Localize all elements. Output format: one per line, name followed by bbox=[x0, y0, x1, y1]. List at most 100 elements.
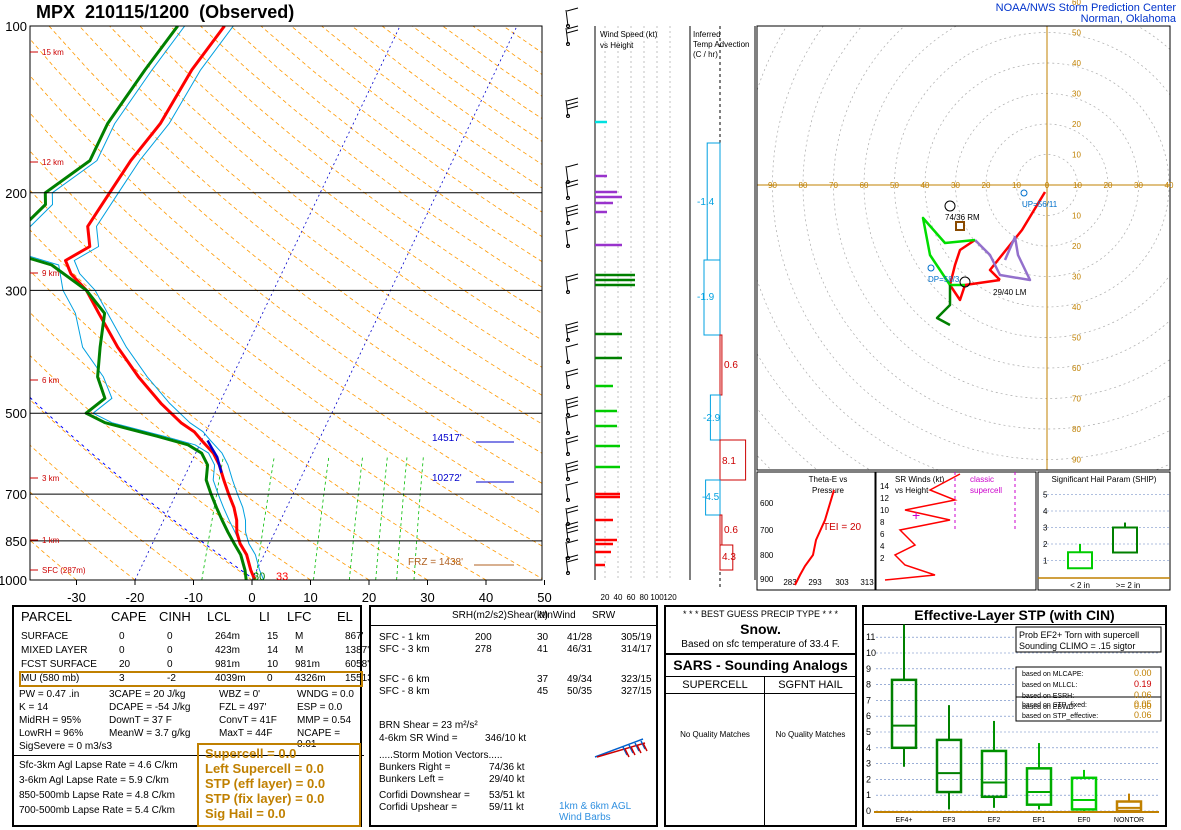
parcel-cell: 0 bbox=[119, 645, 125, 656]
wind-barb-flag bbox=[566, 212, 579, 217]
theta-subtitle: Pressure bbox=[812, 486, 845, 495]
temp-adv-value: 8.1 bbox=[722, 456, 736, 467]
pressure-label-850: 850 bbox=[5, 534, 27, 549]
ship-tick: 1 bbox=[1043, 557, 1048, 566]
dry-adiabat bbox=[30, 75, 542, 484]
wind-barb-flag bbox=[566, 325, 579, 330]
index-value: FZL = 497' bbox=[219, 702, 267, 713]
sfc-dewpoint-label: 30 bbox=[253, 571, 265, 583]
isotherm-0 bbox=[251, 26, 518, 580]
kin-value: 323/15 bbox=[621, 674, 652, 685]
wind-barb-flag bbox=[566, 329, 579, 334]
hodo-ring-label: 50 bbox=[1072, 334, 1081, 343]
temp-adv-value: -1.9 bbox=[697, 292, 715, 303]
wind-barb-flag bbox=[566, 439, 579, 444]
composite-index: STP (eff layer) = 0.0 bbox=[205, 776, 326, 791]
wind-barb-station bbox=[566, 338, 570, 342]
parcel-cell: 0 bbox=[267, 673, 273, 684]
pressure-label-100: 100 bbox=[5, 19, 27, 34]
kin-divider bbox=[371, 625, 656, 626]
stp-category: EF1 bbox=[1033, 817, 1046, 824]
temp-adv-bar bbox=[709, 394, 721, 441]
wind-barb-flag bbox=[566, 7, 579, 12]
temp-adv-bar bbox=[719, 334, 723, 396]
hodo-label: UP=56/11 bbox=[1022, 200, 1058, 209]
temp-tick-label-0: 0 bbox=[248, 590, 255, 605]
kin-barb-flag bbox=[628, 744, 634, 754]
kin-value: 41/28 bbox=[567, 632, 593, 643]
wind-barb-station bbox=[566, 114, 570, 118]
wind-barb-flag bbox=[566, 529, 579, 534]
kin-barb-flag bbox=[634, 742, 640, 752]
dry-adiabat bbox=[30, 229, 487, 580]
kin-value: 45 bbox=[537, 686, 549, 697]
srw-classic: classic bbox=[970, 475, 994, 484]
storm-motion-value: 74/36 kt bbox=[489, 762, 525, 773]
wind-barb-station bbox=[566, 221, 570, 225]
ship-tick: 4 bbox=[1043, 507, 1048, 516]
composite-index: Left Supercell = 0.0 bbox=[205, 761, 324, 776]
wind-barb-flag bbox=[566, 509, 579, 514]
wind-barb-flag bbox=[566, 208, 579, 213]
ship-frame bbox=[1037, 471, 1171, 591]
theta-p-tick: 800 bbox=[760, 551, 774, 560]
stp-ytick: 3 bbox=[866, 759, 871, 769]
wind-barb-station bbox=[566, 538, 570, 542]
stp-title: Effective-Layer STP (with CIN) bbox=[914, 607, 1115, 623]
temp-tick-label--20: -20 bbox=[126, 590, 145, 605]
parcel-header: LCL bbox=[207, 609, 231, 624]
wind-barb-flag bbox=[566, 368, 579, 373]
stp-ytick: 2 bbox=[866, 774, 871, 784]
wind-barb-flag bbox=[566, 558, 579, 563]
hodo-axis-label: 10 bbox=[1012, 181, 1021, 190]
index-value: K = 14 bbox=[19, 702, 49, 713]
wind-speed-tick-120: 120 bbox=[663, 593, 677, 602]
sr-wind-label: 4-6km SR Wind = bbox=[379, 733, 458, 744]
org-credit: NOAA/NWS Storm Prediction Center Norman,… bbox=[996, 3, 1176, 25]
hodo-axis-label: 60 bbox=[860, 181, 869, 190]
dry-adiabat bbox=[30, 38, 542, 454]
wind-barb-station bbox=[566, 42, 570, 46]
stp-based-label: based on MLCAPE: bbox=[1022, 671, 1084, 678]
stp-ytick: 9 bbox=[866, 664, 871, 674]
ship-ge2: >= 2 in bbox=[1116, 581, 1140, 590]
storm-motion-label: Corfidi Downshear = bbox=[379, 790, 470, 801]
srw-tick: 12 bbox=[880, 494, 889, 503]
ship-lt2: < 2 in bbox=[1070, 581, 1090, 590]
hodo-axis-label: 30 bbox=[951, 181, 960, 190]
theta-p-tick: 600 bbox=[760, 499, 774, 508]
mixing-ratio-line bbox=[201, 457, 224, 580]
srw-frame bbox=[875, 471, 1037, 591]
kin-value: 41 bbox=[537, 644, 549, 655]
srw-tick: 2 bbox=[880, 554, 885, 563]
temp-adv-bar bbox=[705, 479, 721, 516]
wind-barb-flag bbox=[566, 521, 579, 526]
wind-barb bbox=[565, 416, 569, 434]
temp-adv-bar bbox=[719, 439, 747, 481]
ship-tick: 5 bbox=[1043, 491, 1048, 500]
parcel-header: CAPE bbox=[111, 609, 147, 624]
stp-ytick: 11 bbox=[866, 632, 875, 642]
index-value: WNDG = 0.0 bbox=[297, 689, 354, 700]
kin-barb-flag bbox=[630, 746, 636, 756]
pressure-label-700: 700 bbox=[5, 487, 27, 502]
wind-barb-flag bbox=[566, 273, 579, 278]
wind-barb-flag bbox=[566, 372, 579, 377]
hodo-trace-9-12km bbox=[935, 285, 952, 327]
parcel-cell: -2 bbox=[167, 673, 176, 684]
stp-based-value: 0.06 bbox=[1134, 710, 1152, 720]
wind-barb-station bbox=[566, 413, 570, 417]
wind-barb bbox=[565, 27, 569, 45]
theta-p-tick: 900 bbox=[760, 575, 774, 584]
hodograph bbox=[757, 26, 1170, 470]
wind-speed-tick-60: 60 bbox=[627, 593, 636, 602]
wind-barb bbox=[565, 462, 569, 480]
stp-ytick: 8 bbox=[866, 680, 871, 690]
hodo-ring-label: 20 bbox=[1072, 242, 1081, 251]
hodo-axis-label: 90 bbox=[768, 181, 777, 190]
wind-barb bbox=[565, 99, 569, 117]
kin-value: 46/31 bbox=[567, 644, 593, 655]
isotherm-minus20 bbox=[134, 26, 401, 580]
sfc-temp-label: 33 bbox=[276, 571, 288, 583]
precip-note: Based on sfc temperature of 33.4 F. bbox=[681, 639, 840, 650]
